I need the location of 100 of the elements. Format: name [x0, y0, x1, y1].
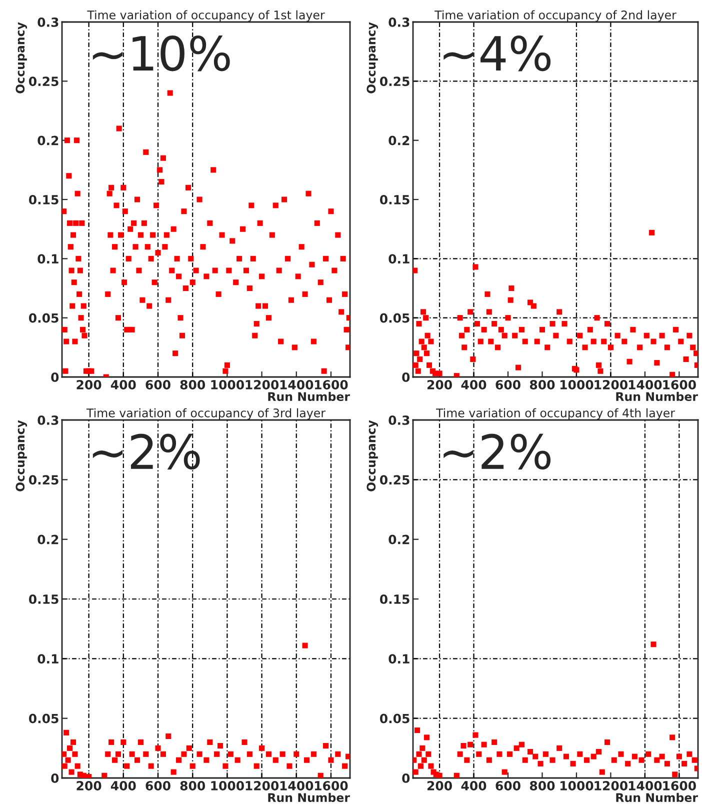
point [527, 748, 534, 755]
point [650, 642, 656, 648]
x-tick-label: 800 [530, 781, 555, 790]
point [280, 751, 286, 757]
point [166, 733, 172, 740]
x-tick-label: 800 [530, 380, 555, 390]
point [342, 763, 348, 769]
y-tick-label: 0.15 [380, 594, 410, 604]
point [414, 727, 420, 734]
x-tick-label: 1000 [211, 380, 244, 390]
point [120, 739, 126, 745]
chart-title: Time variation of occupancy of 3rd layer [86, 408, 326, 420]
point [302, 642, 308, 648]
point [654, 757, 660, 763]
point [246, 751, 252, 757]
point [532, 754, 538, 760]
y-tick-label: 0.3 [38, 17, 58, 27]
point [421, 757, 427, 763]
point [464, 757, 470, 763]
y-axis-title: Occupancy [16, 420, 27, 492]
point [112, 757, 118, 763]
point [413, 769, 418, 775]
point [181, 751, 187, 757]
x-tick-label: 1200 [246, 380, 279, 390]
y-tick-label: 0 [51, 773, 59, 783]
x-tick-label: 1000 [560, 781, 594, 790]
point [492, 739, 498, 745]
x-tick-label: 1000 [560, 380, 594, 390]
point [70, 739, 76, 745]
annotation: ~10% [92, 35, 230, 72]
y-tick-label: 0.2 [38, 136, 58, 146]
point [234, 757, 240, 763]
point [625, 760, 631, 766]
x-tick-label: 800 [180, 781, 206, 790]
point [328, 757, 334, 763]
y-tick-label: 0.25 [28, 76, 58, 86]
point [64, 730, 70, 736]
point [67, 745, 73, 751]
y-tick-label: 0.3 [388, 415, 410, 425]
point [160, 751, 166, 757]
y-axis-title: Occupancy [366, 22, 378, 94]
x-axis-title: Run Number [268, 792, 350, 802]
point [416, 751, 422, 757]
point [472, 732, 478, 738]
x-tick-label: 1200 [594, 380, 628, 390]
y-axis-title: Occupancy [16, 22, 27, 94]
point [611, 757, 617, 763]
point [272, 757, 278, 763]
y-tick-label: 0.1 [38, 254, 58, 264]
point [155, 745, 161, 751]
y-tick-label: 0.25 [380, 76, 410, 86]
x-tick-label: 400 [110, 781, 136, 790]
point [418, 763, 424, 769]
point [207, 739, 213, 745]
x-tick-label: 1600 [314, 781, 348, 790]
x-tick-label: 1200 [246, 781, 279, 790]
point [518, 742, 524, 748]
point [672, 772, 678, 778]
point [74, 763, 80, 769]
y-tick-label: 0.2 [388, 136, 410, 146]
point [217, 743, 224, 749]
y-tick-label: 0.05 [28, 714, 58, 724]
point [599, 769, 605, 775]
point [426, 751, 432, 757]
point [259, 745, 265, 751]
y-tick-label: 0.15 [28, 594, 58, 604]
point [148, 763, 154, 769]
annotation: ~4% [444, 35, 551, 72]
point [646, 751, 652, 757]
point [196, 751, 202, 757]
point [577, 751, 583, 757]
y-tick-label: 0 [402, 773, 410, 783]
x-tick-label: 400 [461, 781, 486, 790]
point [420, 745, 426, 751]
x-tick-label: 200 [76, 781, 102, 790]
y-tick-label: 0.25 [28, 475, 58, 485]
point [550, 757, 556, 763]
point [242, 739, 248, 745]
point [632, 754, 638, 760]
y-tick-label: 0.1 [388, 654, 410, 664]
x-tick-label: 200 [427, 781, 452, 790]
point [659, 754, 665, 760]
point [115, 751, 121, 757]
point [204, 757, 210, 763]
point [345, 754, 350, 760]
x-tick-label: 1400 [628, 781, 662, 790]
point [124, 763, 130, 769]
point [428, 763, 434, 769]
point [468, 742, 474, 748]
x-tick-label: 1600 [314, 380, 348, 390]
point [542, 751, 548, 757]
point [68, 769, 74, 775]
point [134, 757, 140, 763]
point [570, 760, 576, 766]
point [138, 739, 144, 745]
point [522, 757, 528, 763]
point [604, 739, 610, 745]
x-axis-title: Run Number [268, 392, 350, 402]
point [454, 772, 460, 778]
y-tick-label: 0.1 [38, 654, 58, 664]
